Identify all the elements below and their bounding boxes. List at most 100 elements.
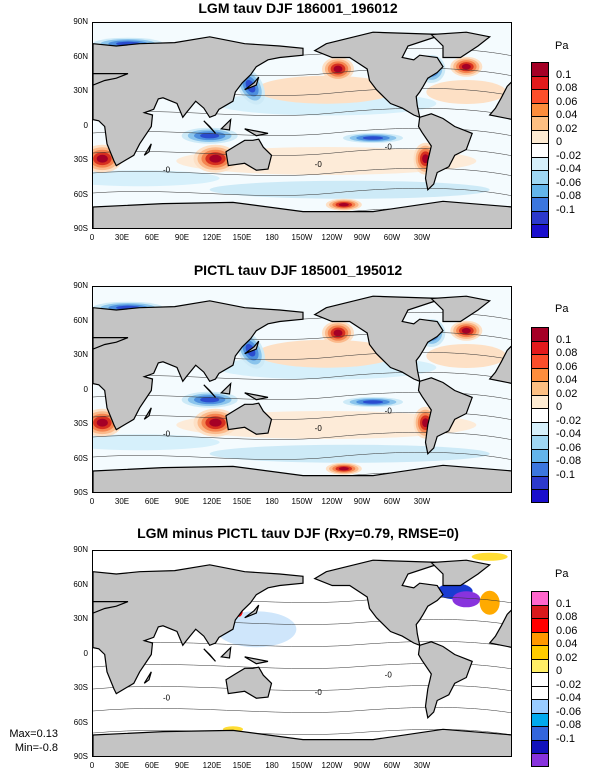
lat-tick-label: 90N	[73, 545, 88, 554]
lat-tick-label: 90S	[73, 752, 88, 761]
colorbar-label: 0.08	[556, 347, 578, 359]
colorbar-label: 0.04	[556, 109, 578, 121]
colorbar-swatch	[531, 224, 549, 238]
colorbar-swatch	[531, 197, 549, 211]
colorbar-swatch	[531, 753, 549, 767]
colorbar-label: -0.08	[556, 455, 582, 467]
lat-tick-label: 30S	[73, 155, 88, 164]
stat-max: Max=0.13	[9, 728, 58, 740]
colorbar-label: -0.04	[556, 428, 582, 440]
lon-tick-label: 120E	[202, 761, 222, 770]
colorbar-label: 0.06	[556, 360, 578, 373]
map-svg: -0 -0 -0	[93, 551, 511, 756]
colorbar-label: 0.02	[556, 122, 578, 135]
colorbar-swatch	[531, 435, 549, 449]
colorbar-label: 0	[556, 136, 563, 148]
lon-tick-label: 120W	[321, 497, 343, 506]
lon-tick-label: 150E	[232, 497, 252, 506]
colorbar-swatch	[531, 367, 549, 381]
lon-tick-label: 60W	[383, 233, 401, 242]
lon-tick-label: 30E	[114, 761, 130, 770]
colorbar-swatch	[531, 116, 549, 130]
colorbar-label: 0.04	[556, 374, 578, 386]
colorbar-label: 0	[556, 665, 563, 677]
map-panel-lgm: -0 -0 -0	[92, 22, 512, 229]
colorbar-label: 0.02	[556, 387, 578, 400]
colorbar-lgm	[531, 62, 549, 238]
lon-tick-label: 30E	[114, 233, 130, 242]
colorbar-swatch	[531, 75, 549, 89]
lon-tick-label: 60W	[383, 761, 401, 770]
colorbar-swatch	[531, 354, 549, 368]
colorbar-swatch	[531, 408, 549, 422]
colorbar-swatch	[531, 448, 549, 462]
lon-tick-label: 120E	[202, 233, 222, 242]
colorbar-swatch	[531, 102, 549, 116]
lat-tick-label: 0	[83, 120, 88, 130]
colorbar-label: -0.1	[556, 732, 575, 745]
contour-label: -0	[385, 671, 393, 680]
lon-tick-label: 30W	[413, 233, 431, 242]
colorbar-swatch	[531, 170, 549, 184]
colorbar-swatch	[531, 645, 549, 659]
map-panel-pictl: -0 -0 -0	[92, 286, 512, 493]
lon-tick-label: 30W	[413, 497, 431, 506]
colorbar-swatch	[531, 712, 549, 726]
colorbar-swatch	[531, 156, 549, 170]
lat-tick-label: 0	[83, 648, 88, 658]
lat-tick-label: 60N	[73, 51, 88, 61]
lon-tick-label: 150E	[232, 761, 252, 770]
colorbar-label: -0.1	[556, 468, 575, 481]
lon-tick-label: 90W	[353, 233, 371, 242]
lon-tick-label: 0	[89, 497, 95, 506]
colorbar-label: -0.06	[556, 705, 582, 718]
colorbar-swatch	[531, 340, 549, 354]
lat-tick-label: 90N	[73, 281, 88, 290]
contour-label: -0	[163, 694, 171, 703]
colorbar-swatch	[531, 489, 549, 503]
colorbar-unit-lgm: Pa	[555, 40, 569, 52]
lat-tick-label: 0	[83, 384, 88, 394]
lat-tick-label: 30N	[73, 350, 88, 359]
colorbar-label: -0.06	[556, 176, 582, 189]
lat-tick-label: 30S	[73, 419, 88, 428]
colorbar-swatch	[531, 62, 549, 76]
lon-tick-label: 60E	[144, 497, 160, 506]
lat-tick-label: 30N	[73, 86, 88, 95]
colorbar-label: -0.08	[556, 719, 582, 731]
colorbar-label: 0.08	[556, 82, 578, 94]
lon-tick-label: 150W	[291, 761, 313, 770]
lon-tick-label: 0	[89, 233, 95, 242]
lon-tick-label: 90E	[174, 233, 190, 242]
lon-tick-label: 150W	[291, 497, 313, 506]
lon-tick-label: 60E	[144, 233, 160, 242]
colorbar-swatch	[531, 631, 549, 645]
lon-tick-label: 0	[89, 761, 95, 770]
panel-title-lgm: LGM tauv DJF 186001_196012	[198, 0, 398, 16]
lon-tick-label: 120E	[202, 497, 222, 506]
lon-tick-label: 90W	[353, 761, 371, 770]
colorbar-pictl	[531, 327, 549, 503]
colorbar-swatch	[531, 143, 549, 157]
colorbar-label: -0.1	[556, 203, 575, 216]
colorbar-swatch	[531, 210, 549, 224]
colorbar-label: -0.08	[556, 190, 582, 202]
lat-tick-label: 60S	[73, 189, 88, 199]
map-panel-diff: -0 -0 -0	[92, 550, 512, 757]
colorbar-swatch	[531, 381, 549, 395]
colorbar-label: 0.1	[556, 68, 572, 81]
contour-label: -0	[385, 143, 393, 152]
lon-tick-label: 30W	[413, 761, 431, 770]
lat-tick-label: 60N	[73, 315, 88, 325]
stat-min: Min=-0.8	[14, 742, 58, 754]
colorbar-swatch	[531, 726, 549, 740]
colorbar-label: -0.04	[556, 163, 582, 175]
colorbar-label: -0.04	[556, 692, 582, 704]
lat-tick-label: 90N	[73, 17, 88, 26]
panel-title-diff: LGM minus PICTL tauv DJF (Rxy=0.79, RMSE…	[137, 525, 459, 541]
colorbar-diff	[531, 591, 549, 767]
colorbar-swatch	[531, 475, 549, 489]
lon-tick-label: 180	[265, 497, 279, 506]
colorbar-unit-diff: Pa	[555, 568, 569, 580]
lat-tick-label: 90S	[73, 488, 88, 497]
